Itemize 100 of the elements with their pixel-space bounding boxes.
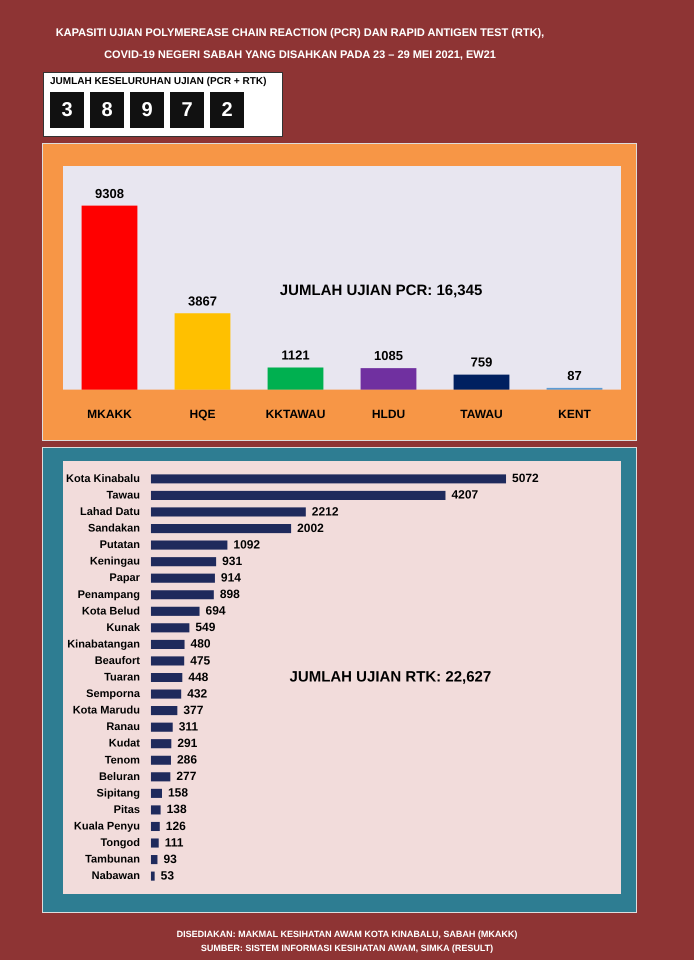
y-tick-label: Tenom xyxy=(104,754,140,766)
data-label: 549 xyxy=(195,620,216,634)
data-label: 694 xyxy=(206,604,226,618)
data-label: 311 xyxy=(178,719,198,734)
bar xyxy=(150,772,170,782)
data-label: 931 xyxy=(222,554,242,568)
y-tick-label: Kota Belud xyxy=(82,605,140,618)
bar xyxy=(150,756,171,765)
data-label: 158 xyxy=(168,786,188,800)
data-label: 87 xyxy=(567,368,582,383)
y-tick-label: Pitas xyxy=(114,804,140,816)
bar xyxy=(150,822,160,832)
y-tick-label: Putatan xyxy=(100,539,140,552)
data-label: 53 xyxy=(160,868,174,882)
bar xyxy=(150,623,190,632)
data-label: 286 xyxy=(176,752,198,767)
y-tick-label: Keningau xyxy=(90,556,140,568)
bar xyxy=(150,805,161,814)
text: JUMLAH KESELURUHAN UJIAN (PCR + RTK) xyxy=(49,75,268,89)
y-tick-label: Beluran xyxy=(98,770,140,783)
text: 2 xyxy=(210,92,244,128)
bar xyxy=(150,507,306,517)
bar xyxy=(150,788,162,798)
y-tick-label: Kudat xyxy=(108,738,140,750)
bar xyxy=(150,524,292,534)
data-label: 2212 xyxy=(312,504,339,518)
bar xyxy=(150,590,214,600)
data-label: 475 xyxy=(190,653,211,668)
bar xyxy=(150,690,182,699)
data-label: 138 xyxy=(166,802,187,816)
text: COVID-19 NEGERI SABAH YANG DISAHKAN PADA 23 – 29 MEI 2021, EW21 xyxy=(103,48,497,63)
y-tick-label: Tuaran xyxy=(104,672,140,684)
bar xyxy=(150,640,185,649)
text: KAPASITI UJIAN POLYMEREASE CHAIN REACTION (PCR) DAN RAPID ANTIGEN TEST (RTK), xyxy=(54,26,546,41)
data-label: 2002 xyxy=(297,520,324,535)
data-label: 759 xyxy=(470,354,492,370)
bar xyxy=(150,838,159,848)
bar xyxy=(150,872,155,881)
data-label: 448 xyxy=(188,670,209,684)
data-label: 3867 xyxy=(188,293,217,308)
y-tick-label: Kota Marudu xyxy=(72,704,140,717)
data-label: 1121 xyxy=(281,348,310,363)
bar xyxy=(150,722,173,732)
y-tick-label: Tambunan xyxy=(85,854,140,866)
data-label: 9308 xyxy=(95,186,124,201)
y-tick-label: Nabawan xyxy=(92,870,140,882)
bar xyxy=(150,672,182,682)
bar xyxy=(150,606,200,616)
y-tick-label: Papar xyxy=(109,572,141,584)
y-tick-label: Ranau xyxy=(106,721,140,734)
x-tick-label: HLDU xyxy=(372,407,406,422)
y-tick-label: Tongod xyxy=(100,837,140,850)
y-tick-label: Penampang xyxy=(78,588,140,601)
y-tick-label: Lahad Datu xyxy=(80,506,140,518)
data-label: 111 xyxy=(164,835,184,850)
y-tick-label: Kota Kinabalu xyxy=(66,472,140,485)
bar xyxy=(150,540,228,550)
bar xyxy=(174,313,230,390)
bar xyxy=(150,574,215,583)
x-tick-label: MKAKK xyxy=(87,407,132,422)
x-tick-label: KKTAWAU xyxy=(266,407,326,422)
bar xyxy=(150,474,506,484)
text: 3 xyxy=(50,92,84,128)
bar xyxy=(150,490,446,500)
data-label: 377 xyxy=(183,702,204,717)
data-label: 93 xyxy=(163,852,178,866)
data-label: 898 xyxy=(220,587,240,602)
data-label: 4207 xyxy=(451,488,478,502)
y-tick-label: Sandakan xyxy=(88,522,140,535)
bar xyxy=(454,374,510,390)
text: 7 xyxy=(170,92,204,128)
text: DISEDIAKAN: MAKMAL KESIHATAN AWAM KOTA KINABALU, SABAH (MKAKK) xyxy=(176,928,518,941)
annotation: JUMLAH UJIAN PCR: 16,345 xyxy=(280,282,482,299)
y-tick-label: Tawau xyxy=(106,489,140,502)
y-tick-label: Kinabatangan xyxy=(67,638,140,650)
bar xyxy=(82,206,138,390)
y-tick-label: Semporna xyxy=(86,688,141,700)
bar xyxy=(150,855,158,864)
y-tick-label: Kunak xyxy=(106,622,141,634)
y-tick-label: Kuala Penyu xyxy=(74,820,140,832)
text: SUMBER: SISTEM INFORMASI KESIHATAN AWAM, SIMKA (RESULT) xyxy=(200,942,494,955)
y-tick-label: Beaufort xyxy=(94,654,140,667)
bar xyxy=(150,706,178,716)
x-tick-label: TAWAU xyxy=(460,407,503,422)
y-tick-label: Sipitang xyxy=(96,787,140,800)
data-label: 291 xyxy=(177,736,198,750)
data-label: 480 xyxy=(190,636,211,651)
data-label: 1085 xyxy=(374,348,403,364)
data-label: 914 xyxy=(220,570,242,584)
text: 8 xyxy=(90,92,124,128)
annotation: JUMLAH UJIAN RTK: 22,627 xyxy=(290,668,492,686)
text: 9 xyxy=(130,92,164,128)
x-tick-label: KENT xyxy=(558,407,592,422)
data-label: 1092 xyxy=(233,537,260,552)
bar xyxy=(150,656,184,666)
bar xyxy=(360,368,416,390)
data-label: 126 xyxy=(166,818,186,833)
bar xyxy=(268,367,324,390)
bar xyxy=(150,557,216,566)
data-label: 277 xyxy=(176,769,197,784)
